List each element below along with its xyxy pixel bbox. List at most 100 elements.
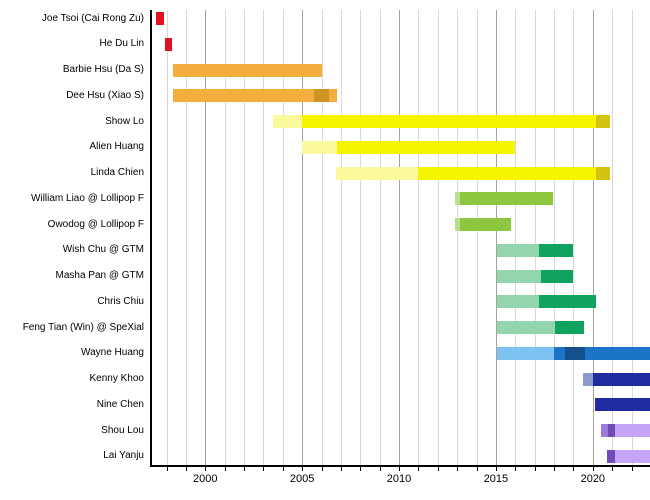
- x-axis-tick-2008: [360, 467, 362, 471]
- gantt-bar-segment: [313, 89, 330, 103]
- x-axis-tick-2019: [573, 467, 575, 471]
- x-axis-tick-2010: [399, 467, 401, 471]
- gantt-bar-segment: [164, 37, 173, 51]
- x-axis-tick-2006: [321, 467, 323, 471]
- y-axis-line: [150, 10, 152, 466]
- minor-gridline-2013: [457, 10, 459, 466]
- gantt-bar-segment: [496, 321, 556, 335]
- x-axis-tick-2002: [244, 467, 246, 471]
- x-tick-label-2000: 2000: [193, 473, 218, 485]
- x-axis-tick-2017: [534, 467, 536, 471]
- x-axis-tick-2007: [340, 467, 342, 471]
- x-axis-tick-2016: [515, 467, 517, 471]
- x-axis-tick-2022: [631, 467, 633, 471]
- minor-gridline-2019: [573, 10, 575, 466]
- gantt-bar-segment: [583, 372, 593, 386]
- x-tick-label-2020: 2020: [580, 473, 606, 485]
- row-label: Kenny Khoo: [89, 373, 145, 385]
- major-gridline-2000: [205, 10, 207, 466]
- row-label: Nine Chen: [96, 398, 144, 410]
- row-label: Dee Hsu (Xiao S): [66, 89, 144, 101]
- minor-gridline-2001: [224, 10, 226, 466]
- row-label: Shou Lou: [101, 424, 144, 436]
- row-label: Lai Yanju: [103, 450, 144, 462]
- row-label: Masha Pan @ GTM: [55, 270, 144, 282]
- row-label: Linda Chien: [90, 167, 144, 179]
- major-gridline-2005: [302, 10, 304, 466]
- gantt-bar-segment: [594, 398, 650, 412]
- minor-gridline-2008: [360, 10, 362, 466]
- gantt-bar-segment: [496, 295, 539, 309]
- minor-gridline-2018: [554, 10, 556, 466]
- minor-gridline-2003: [263, 10, 265, 466]
- gantt-bar-segment: [614, 424, 650, 438]
- minor-gridline-2012: [437, 10, 439, 466]
- gantt-bar-segment: [540, 269, 574, 283]
- gantt-bar-segment: [555, 321, 585, 335]
- x-axis-tick-2015: [495, 467, 497, 471]
- gantt-bar-segment: [460, 192, 554, 206]
- row-label: Alien Huang: [89, 141, 144, 153]
- gantt-bar-segment: [173, 63, 322, 77]
- major-gridline-2010: [399, 10, 401, 466]
- gantt-bar-segment: [337, 140, 516, 154]
- gantt-bar-segment: [418, 166, 596, 180]
- gantt-bar-segment: [595, 166, 611, 180]
- row-label: He Du Lin: [99, 38, 144, 50]
- minor-gridline-2011: [418, 10, 420, 466]
- x-axis-tick-2011: [418, 467, 420, 471]
- major-gridline-2020: [592, 10, 594, 466]
- gantt-bar-segment: [496, 243, 539, 257]
- gantt-bar-segment: [607, 449, 615, 463]
- x-tick-label-2005: 2005: [289, 473, 315, 485]
- minor-gridline-1998: [166, 10, 168, 466]
- minor-gridline-2009: [379, 10, 381, 466]
- x-axis-tick-2009: [379, 467, 381, 471]
- minor-gridline-2002: [244, 10, 246, 466]
- gantt-bar-segment: [173, 89, 314, 103]
- row-label: Chris Chiu: [97, 295, 144, 307]
- x-axis-tick-2001: [224, 467, 226, 471]
- gantt-bar-segment: [595, 115, 611, 129]
- gantt-bar-segment: [302, 140, 338, 154]
- row-label: Joe Tsoi (Cai Rong Zu): [41, 12, 144, 24]
- minor-gridline-2014: [476, 10, 478, 466]
- gantt-bar-segment: [608, 424, 615, 438]
- row-label: Barbie Hsu (Da S): [62, 64, 144, 76]
- gantt-bar-segment: [585, 346, 650, 360]
- x-axis-tick-2021: [612, 467, 614, 471]
- minor-gridline-2022: [631, 10, 633, 466]
- x-axis-tick-2003: [263, 467, 265, 471]
- x-axis-tick-2018: [554, 467, 556, 471]
- row-label: William Liao @ Lollipop F: [31, 192, 144, 204]
- x-axis-tick-2013: [457, 467, 459, 471]
- x-axis-tick-1999: [185, 467, 187, 471]
- row-label: Feng Tian (Win) @ SpeXial: [22, 321, 144, 333]
- major-gridline-2015: [495, 10, 497, 466]
- gantt-bar-segment: [455, 218, 461, 232]
- x-axis-line: [150, 465, 650, 467]
- gantt-bar-segment: [155, 12, 164, 25]
- x-axis-tick-1998: [166, 467, 168, 471]
- minor-gridline-2016: [515, 10, 517, 466]
- gantt-bar-segment: [329, 89, 338, 103]
- gantt-bar-segment: [538, 243, 574, 257]
- gantt-bar-segment: [273, 115, 303, 129]
- gantt-bar-segment: [302, 115, 596, 129]
- gantt-bar-segment: [600, 424, 609, 438]
- row-label: Show Lo: [105, 115, 144, 127]
- minor-gridline-2004: [282, 10, 284, 466]
- x-axis-tick-2020: [592, 467, 594, 471]
- row-label: Owodog @ Lollipop F: [47, 218, 144, 230]
- x-axis-tick-2014: [476, 467, 478, 471]
- x-tick-label-2010: 2010: [386, 473, 412, 485]
- gantt-bar-segment: [554, 346, 565, 360]
- gantt-bar-segment: [564, 346, 586, 360]
- x-axis-tick-2004: [282, 467, 284, 471]
- gantt-bar-segment: [460, 218, 512, 232]
- minor-gridline-2006: [321, 10, 323, 466]
- row-label: Wayne Huang: [81, 347, 144, 359]
- minor-gridline-2021: [612, 10, 614, 466]
- gantt-bar-segment: [538, 295, 596, 309]
